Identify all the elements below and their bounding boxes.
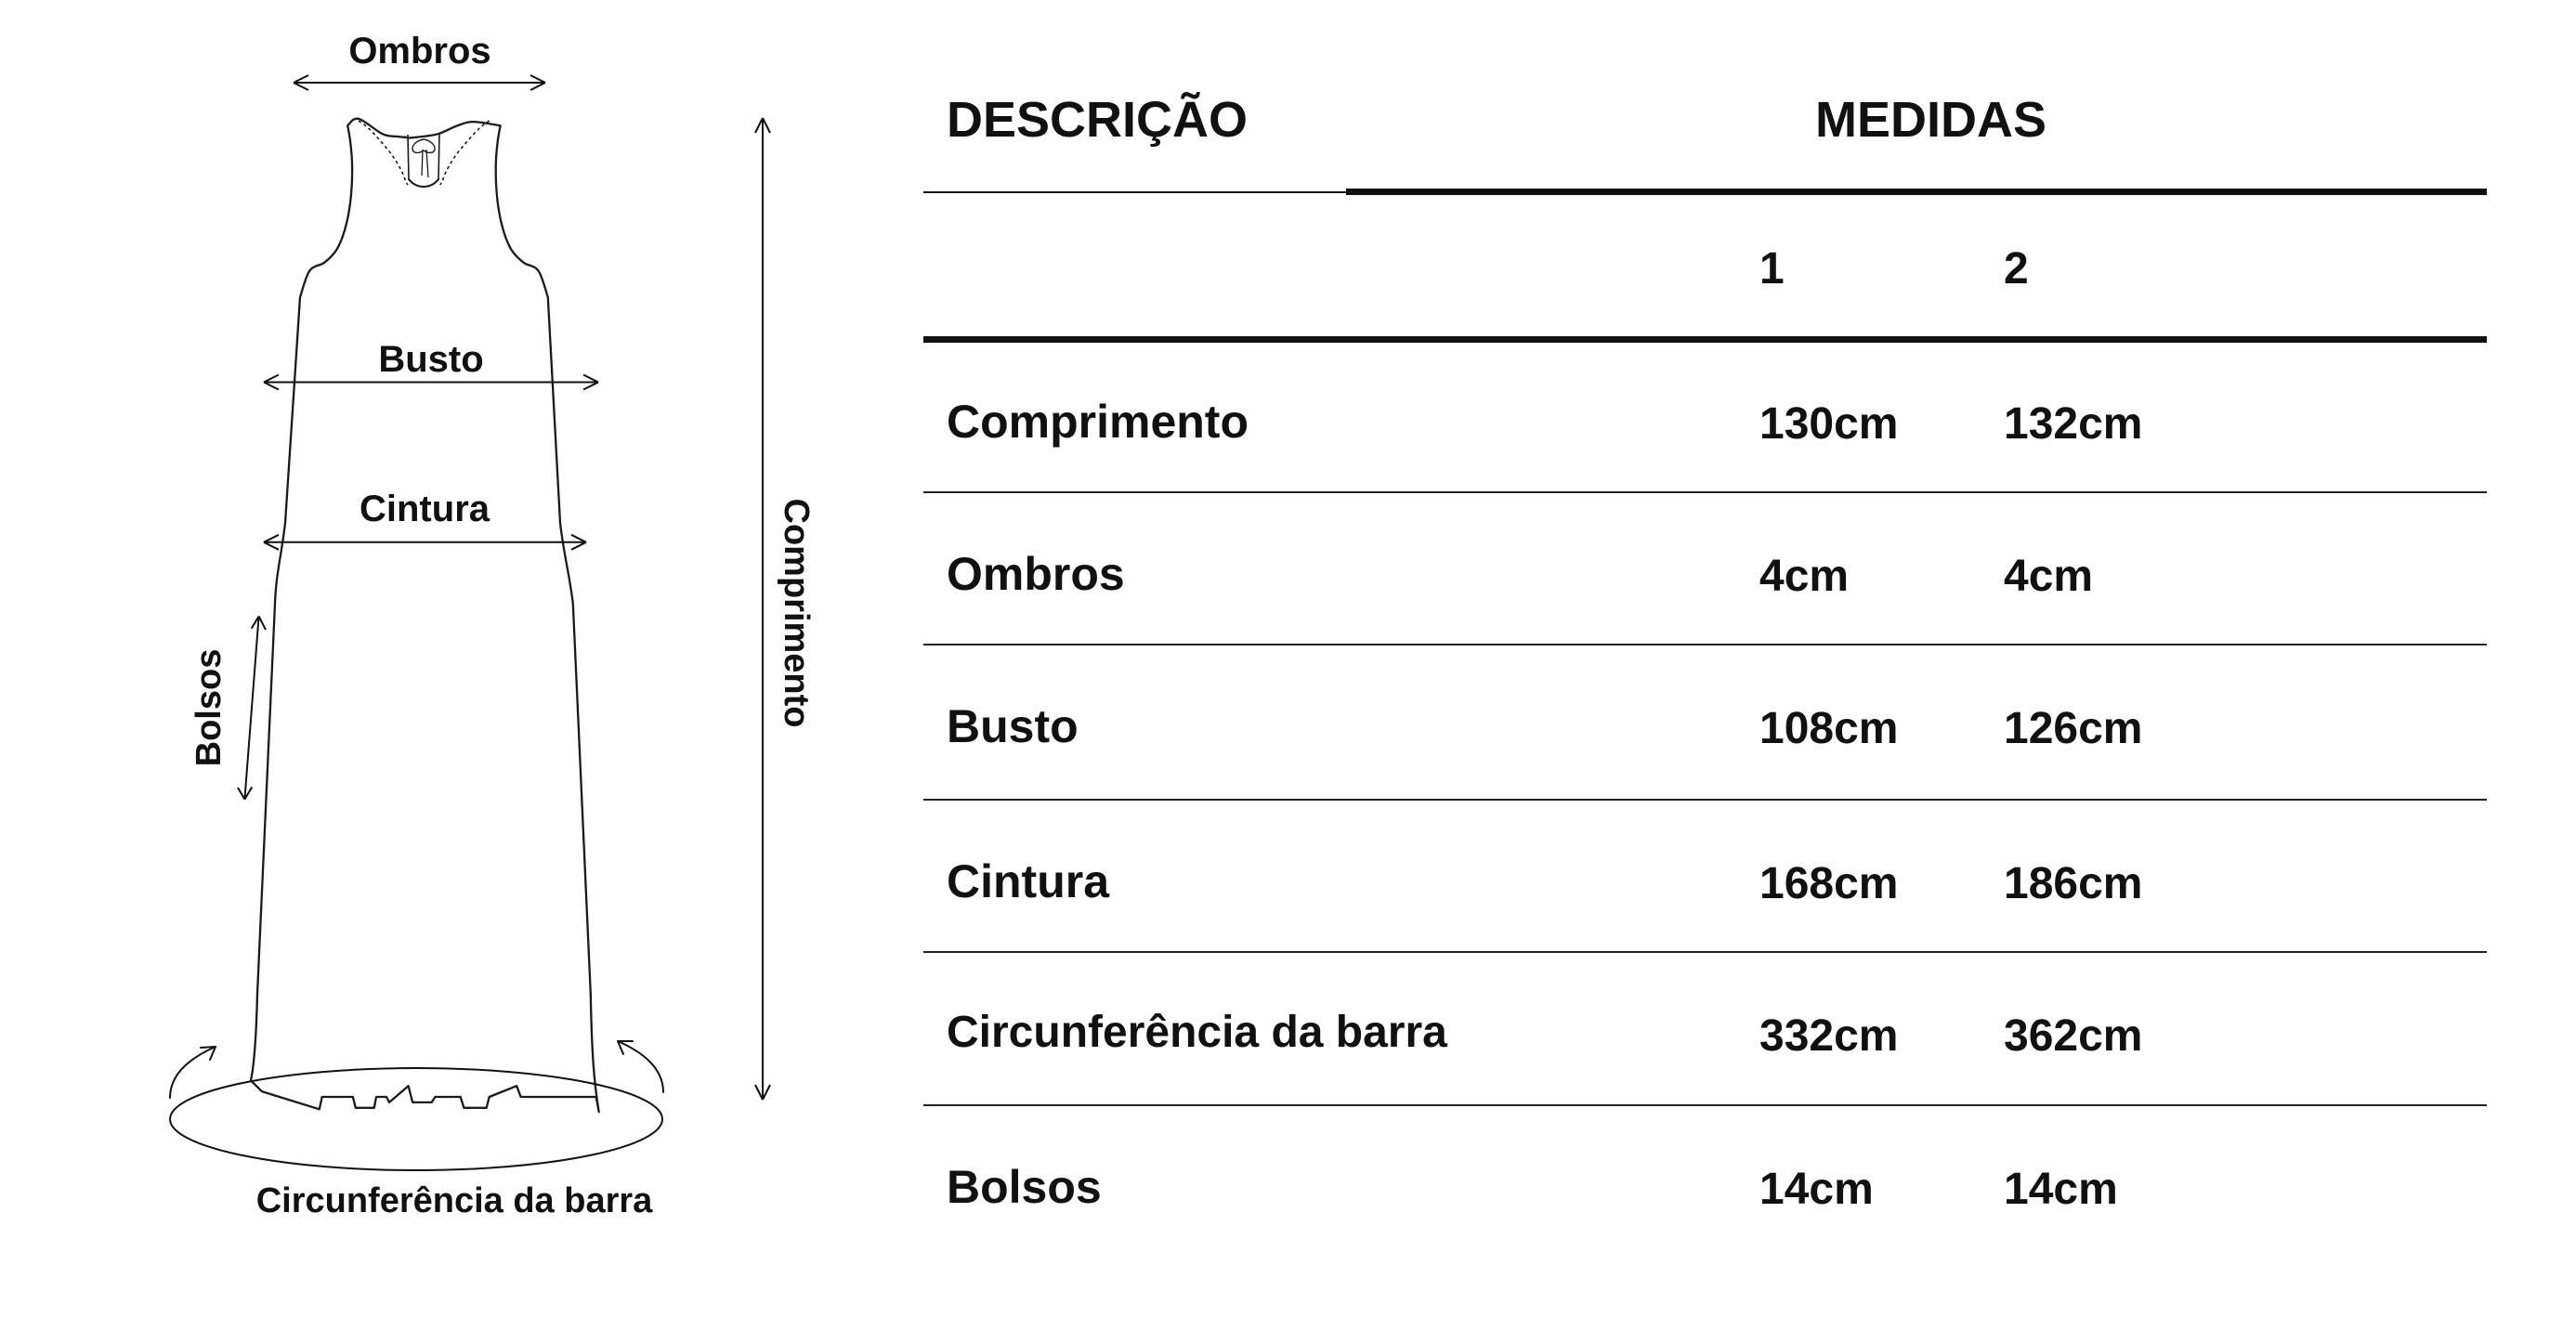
svg-text:Ombros: Ombros (348, 31, 490, 72)
svg-text:Cintura: Cintura (360, 489, 490, 529)
svg-text:Comprimento: Comprimento (777, 499, 816, 728)
svg-text:Busto: Busto (378, 339, 483, 380)
svg-text:Bolsos: Bolsos (190, 649, 229, 767)
svg-text:Circunferência da barra: Circunferência da barra (256, 1181, 653, 1220)
